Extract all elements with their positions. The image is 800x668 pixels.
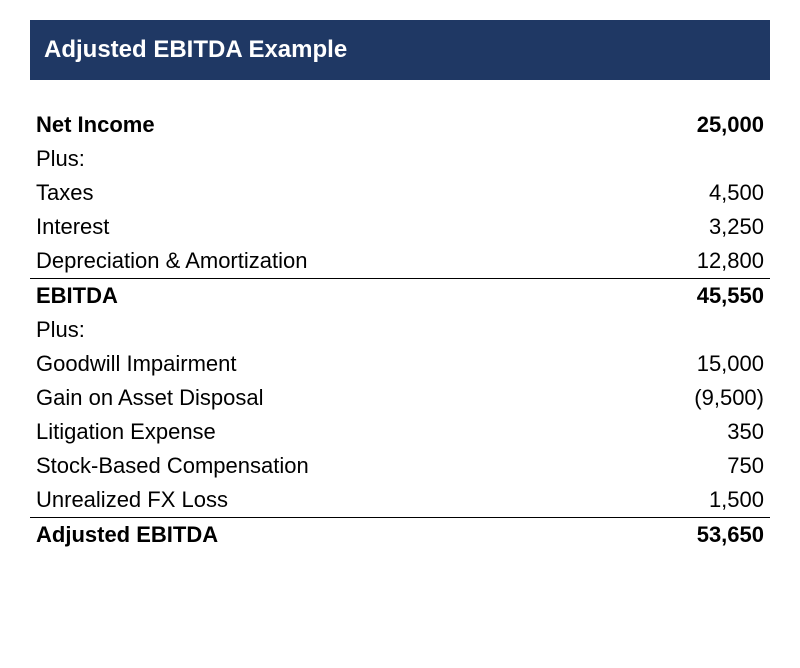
table-row: Unrealized FX Loss 1,500: [30, 483, 770, 518]
row-label: Depreciation & Amortization: [30, 244, 605, 279]
table-row: Gain on Asset Disposal (9,500): [30, 381, 770, 415]
row-label: Taxes: [30, 176, 605, 210]
row-value: 12,800: [605, 244, 770, 279]
table-row: Goodwill Impairment 15,000: [30, 347, 770, 381]
row-value: 750: [605, 449, 770, 483]
row-label: Plus:: [30, 142, 605, 176]
row-value: 45,550: [605, 279, 770, 314]
table-row: Adjusted EBITDA 53,650: [30, 518, 770, 553]
row-label: Unrealized FX Loss: [30, 483, 605, 518]
row-label: Plus:: [30, 313, 605, 347]
row-value: (9,500): [605, 381, 770, 415]
row-value: 15,000: [605, 347, 770, 381]
row-value: 53,650: [605, 518, 770, 553]
row-label: Litigation Expense: [30, 415, 605, 449]
ebitda-table-body: Net Income 25,000 Plus: Taxes 4,500 Inte…: [30, 108, 770, 552]
row-value: 350: [605, 415, 770, 449]
row-value: 1,500: [605, 483, 770, 518]
row-label: Stock-Based Compensation: [30, 449, 605, 483]
row-label: Gain on Asset Disposal: [30, 381, 605, 415]
row-label: EBITDA: [30, 279, 605, 314]
table-row: Litigation Expense 350: [30, 415, 770, 449]
row-label: Goodwill Impairment: [30, 347, 605, 381]
table-row: Taxes 4,500: [30, 176, 770, 210]
table-row: Plus:: [30, 142, 770, 176]
ebitda-table: Net Income 25,000 Plus: Taxes 4,500 Inte…: [30, 108, 770, 552]
table-row: Depreciation & Amortization 12,800: [30, 244, 770, 279]
row-label: Net Income: [30, 108, 605, 142]
row-value: 4,500: [605, 176, 770, 210]
row-value: 25,000: [605, 108, 770, 142]
row-value: [605, 142, 770, 176]
row-label: Adjusted EBITDA: [30, 518, 605, 553]
table-row: Stock-Based Compensation 750: [30, 449, 770, 483]
header-title: Adjusted EBITDA Example: [30, 20, 770, 80]
row-label: Interest: [30, 210, 605, 244]
table-row: Plus:: [30, 313, 770, 347]
row-value: 3,250: [605, 210, 770, 244]
table-row: Net Income 25,000: [30, 108, 770, 142]
row-value: [605, 313, 770, 347]
table-row: EBITDA 45,550: [30, 279, 770, 314]
table-row: Interest 3,250: [30, 210, 770, 244]
